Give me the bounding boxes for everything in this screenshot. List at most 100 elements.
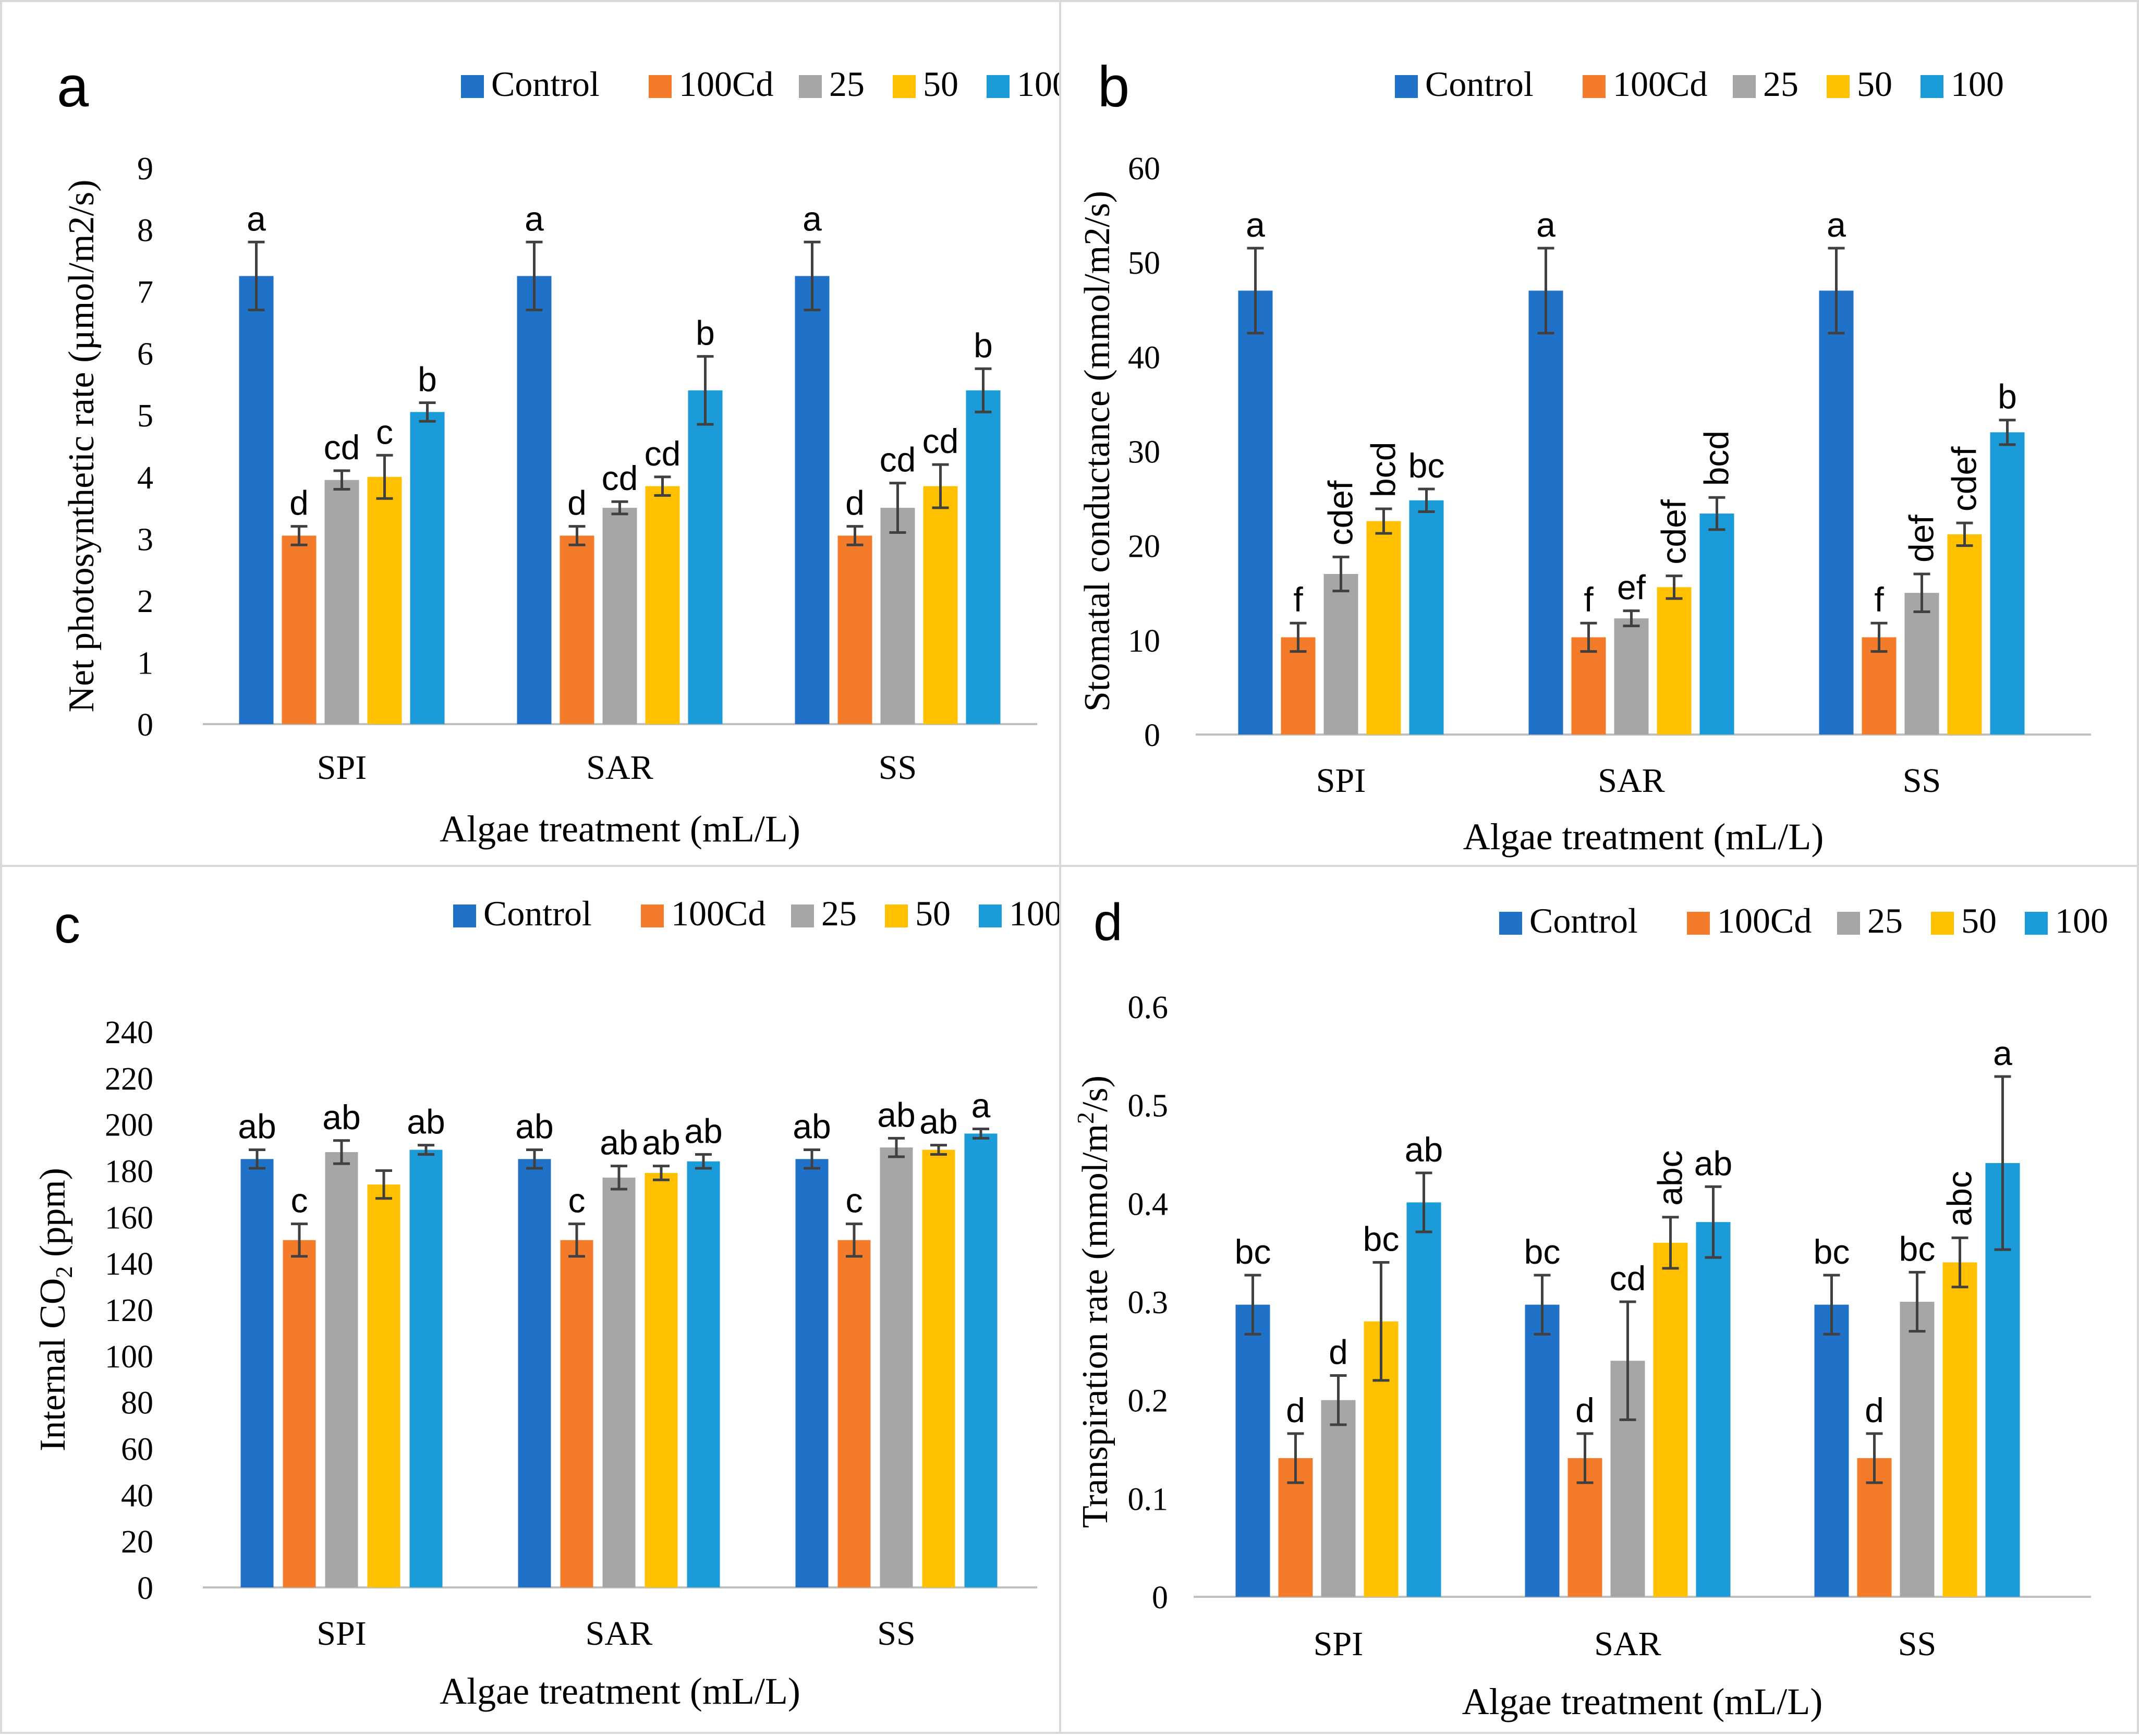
legend-swatch-control [453,904,476,927]
significance-letter: ab [322,1098,360,1136]
significance-letter: d [567,484,587,522]
legend-swatch-50 [893,75,916,98]
bar-control [239,276,274,724]
significance-letter: d [289,484,309,522]
significance-letter: a [247,199,266,238]
bar-100cd [560,1240,593,1587]
panel-b: b 0 10 20 30 40 50 60 Stomatal conductance (mmol… [1059,0,2139,867]
bar-100 [687,1161,720,1587]
bar-50 [1653,1242,1688,1597]
legend-swatch-100cd [649,75,672,98]
bar-100cd [837,535,872,724]
bar-50 [645,486,680,724]
bar-25 [1614,618,1649,735]
bar-25 [1323,574,1358,735]
legend-swatch-control [1395,75,1418,98]
category-label: SAR [586,1615,652,1653]
bar-control [1814,1304,1849,1597]
bar-control [795,276,830,724]
bar-control [795,1159,829,1587]
significance-letter: f [1584,580,1594,619]
legend-swatch-100cd [1583,75,1606,98]
y-axis-label-subscript: 2 [51,1266,77,1278]
y-tick-label: 0 [137,1571,153,1606]
bar-control [517,276,552,724]
significance-letter: a [1246,205,1265,244]
bar-100cd [560,535,594,724]
y-tick-label: 10 [1128,624,1160,659]
bar-100 [1699,514,1734,735]
bar-50 [1366,521,1401,735]
significance-letter: a [525,199,544,238]
y-tick-label: 0 [137,707,153,743]
chart-a: a 0 1 2 3 4 5 6 7 8 9 Net photosynthetic rate (µmol… [57,55,1063,850]
legend-label: 100Cd [671,894,765,933]
y-tick-label: 20 [1128,529,1160,565]
category-label: SS [877,1615,915,1653]
significance-letter: cdef [1655,499,1693,564]
significance-letter: c [376,412,393,451]
legend-label: Control [491,64,600,104]
bar-50 [367,1184,400,1587]
significance-letter: c [291,1181,308,1220]
bar-25 [1904,593,1939,735]
legend-swatch-100 [979,904,1002,927]
bar-control [1525,1304,1560,1597]
bar-25 [880,508,915,724]
panel-a: a 0 1 2 3 4 5 6 7 8 9 Net photosynthetic rate (µmol… [0,0,1063,867]
significance-letter: b [1998,377,2017,416]
y-axis-label: Net photosynthetic rate (µmol/m2/s) [62,179,102,712]
legend-swatch-100cd [641,904,664,927]
significance-letter: f [1874,580,1884,619]
y-tick-label: 0.1 [1128,1482,1169,1517]
y-tick-label: 0.5 [1128,1089,1169,1124]
significance-letter: d [1575,1391,1595,1429]
y-tick-label: 60 [1128,151,1160,187]
legend-swatch-25 [791,904,814,927]
significance-letter: bc [1408,446,1445,485]
y-tick-label: 20 [121,1524,153,1560]
legend-label: 25 [829,64,865,104]
significance-letter: c [846,1181,863,1220]
legend-label: 100 [1951,64,2004,104]
significance-letter: b [974,326,993,364]
y-tick-label: 0.2 [1128,1384,1169,1419]
bar-50 [1657,587,1692,735]
legend-label: 50 [1857,64,1892,104]
bar-100cd [283,1240,316,1587]
bar-25 [1321,1400,1356,1597]
legend-label: 100Cd [679,64,773,104]
legend-swatch-100 [2025,912,2048,935]
category-label: SPI [317,1615,366,1653]
legend-label: 100Cd [1717,901,1812,940]
bar-100cd [1281,637,1316,735]
chart-d: d 0 0.1 0.2 0.3 0.4 0.5 0.6 Transpiration rate (… [1072,893,2108,1722]
y-tick-label: 100 [105,1339,153,1375]
y-axis-label: Transpiration rate (mmol/m2/s) [1072,1075,1115,1528]
category-label: SAR [1594,1625,1661,1663]
bar-100 [964,1133,998,1587]
significance-letter: cd [602,459,638,497]
bar-25 [880,1147,913,1587]
y-tick-label: 3 [137,522,153,557]
legend-label: 100 [2055,901,2108,940]
y-tick-label: 8 [137,213,153,249]
significance-letter: ab [238,1107,276,1146]
y-tick-label: 4 [137,460,153,496]
y-tick-label: 240 [105,1015,153,1050]
bar-100 [1409,500,1444,735]
y-tick-label: 30 [1128,435,1160,470]
legend-swatch-control [1499,912,1522,935]
significance-letter: d [1286,1391,1305,1429]
legend-swatch-50 [885,904,908,927]
legend-label: 50 [923,64,958,104]
significance-letter: a [971,1086,991,1125]
bar-25 [602,1177,636,1587]
y-tick-label: 60 [121,1432,153,1468]
significance-letter: c [568,1181,586,1220]
legend-swatch-50 [1827,75,1850,98]
legend-label: 100Cd [1613,64,1707,104]
y-tick-label: 160 [105,1200,153,1236]
significance-letter: ab [600,1123,638,1162]
legend-swatch-25 [1733,75,1756,98]
